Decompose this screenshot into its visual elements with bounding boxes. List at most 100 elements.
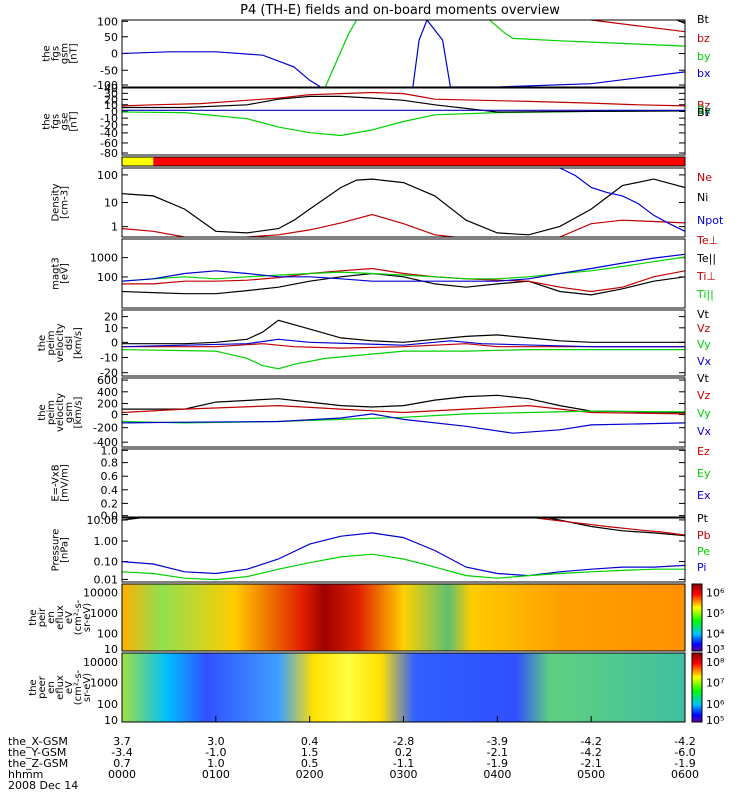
x-value: 0500: [577, 768, 605, 781]
legend-Te||: Te||: [696, 252, 716, 265]
y-tick-label: 400: [97, 386, 118, 399]
y-tick-label: 0.2: [101, 497, 119, 510]
colorbar: [691, 583, 703, 652]
y-tick-label: 50: [104, 31, 118, 44]
ylabel-line: (cm²-s-: [73, 599, 84, 635]
panel-7: E=-VxB[mV/m] 1.00.80.60.40.20.0 Ez Ey Ex: [51, 444, 711, 522]
series-line-Pe: [122, 553, 685, 581]
x-value: 1.0: [207, 757, 225, 770]
legend-Bx: Bx: [697, 104, 712, 117]
y-tick-label: 0.10: [94, 556, 119, 569]
panel-7-ylabel: E=-VxB[mV/m]: [51, 464, 71, 502]
panel-10: thepeerenefluxeV(cm²-s-sr-eV)10000100010…: [28, 652, 725, 727]
x-row-label-x-gsm: the_X-GSM: [8, 735, 68, 748]
ylabel-line: peir: [37, 607, 48, 627]
y-tick-label: 1.00: [94, 535, 119, 548]
panel-0-ylabel: thefgsgsm[nT]: [42, 43, 80, 64]
x-value: 0400: [483, 768, 511, 781]
ylabel-line: Density: [51, 183, 62, 221]
ylabel-line: [eV]: [60, 263, 71, 284]
series-line-Bz: [122, 91, 685, 107]
y-tick-label: 10000: [83, 656, 118, 669]
x-value: -3.4: [111, 746, 132, 759]
series-line-Vy: [122, 349, 685, 370]
x-row-label-hhmm: hhmm: [8, 768, 43, 781]
colorbar-label: 10⁶: [706, 587, 725, 600]
ylabel-line: [nT]: [69, 111, 80, 131]
legend-Npot: Npot: [697, 214, 724, 227]
y-tick-label: 10: [104, 197, 118, 210]
x-value: 0200: [296, 768, 324, 781]
ylabel-line: (cm²-s-: [73, 669, 84, 705]
series-line-Npot: [559, 168, 685, 232]
ylabel-line: [nT]: [69, 43, 80, 63]
series-line-Te||: [122, 272, 685, 296]
legend-Bt: Bt: [697, 13, 710, 26]
y-tick-label: -60: [100, 137, 118, 150]
x-value: -4.2: [674, 735, 695, 748]
legend-bz: bz: [697, 32, 710, 45]
legend-By: By: [697, 104, 712, 117]
x-value: -2.1: [580, 757, 601, 770]
x-value: -2.1: [487, 746, 508, 759]
colorbar: [691, 652, 703, 723]
x-value: -4.2: [580, 735, 601, 748]
x-value: 1.5: [301, 746, 319, 759]
y-tick-label: 1000: [90, 677, 118, 690]
ylabel-line: gsm: [64, 402, 75, 423]
legend-Pi: Pi: [697, 561, 706, 574]
panel-frame: [121, 87, 686, 156]
panel-frame: [121, 309, 686, 377]
ylabel-line: eflux: [55, 605, 66, 630]
ylabel-line: gsm: [60, 43, 71, 64]
ylabel-line: [km/s]: [73, 396, 84, 428]
legend-Ne: Ne: [697, 171, 712, 184]
series-line-Pb: [532, 518, 685, 536]
x-value: -1.0: [205, 746, 226, 759]
ylabel-line: velocity: [55, 323, 66, 362]
series-group: [122, 394, 685, 434]
x-value: -1.9: [674, 757, 695, 770]
y-tick-label: 10: [104, 322, 118, 335]
y-tick-label: 20: [104, 93, 118, 106]
x-value: 0.4: [301, 735, 319, 748]
y-tick-label: -40: [100, 127, 118, 140]
y-tick-label: 100: [97, 271, 118, 284]
colorbar-label: 10⁵: [706, 607, 724, 620]
panel-9: thepeirenefluxeV(cm²-s-sr-eV)10000100010…: [28, 583, 725, 656]
panels: thefgsgsm[nT]100500-50-100Btbzbybxthefgs…: [28, 13, 725, 727]
panel-6: thepeimvelocitygsm[km/s] 6004002000-200-4…: [37, 372, 712, 449]
y-tick-label: 0.01: [94, 573, 119, 586]
x-value: -4.2: [580, 746, 601, 759]
panel-4: magt3[eV] 1000 100 Te|| Ti⊥ Ti||: [51, 238, 716, 309]
legend-Pt: Pt: [697, 512, 709, 525]
figure-title: P4 (TH-E) fields and on-board moments ov…: [240, 3, 560, 18]
series-line-Ne: [122, 213, 685, 237]
colorbar-label: 10⁵: [706, 714, 724, 727]
ylabel-line: the: [28, 609, 39, 625]
heatmap-body: [122, 653, 685, 722]
y-tick-label: 0.6: [101, 470, 119, 483]
series-group: [122, 168, 685, 237]
panel-6-ylabel: thepeimvelocitygsm[km/s]: [37, 393, 84, 432]
panel-frame: [121, 156, 686, 167]
legend-Ti||: Ti||: [696, 288, 714, 301]
x-value: -3.9: [487, 735, 508, 748]
y-tick-label: -50: [100, 64, 118, 77]
series-group: [122, 253, 685, 296]
y-tick-label: -20: [100, 119, 118, 132]
x-value: 0000: [108, 768, 136, 781]
y-tick-label: 200: [97, 398, 118, 411]
ylabel-line: fgs: [51, 46, 62, 61]
ylabel-line: [km/s]: [73, 327, 84, 359]
ylabel-line: E=-VxB: [51, 464, 62, 501]
y-tick-label: 100: [97, 169, 118, 182]
x-value: 0600: [671, 768, 699, 781]
ylabel-line: gse: [60, 113, 71, 131]
y-tick-label: 0: [111, 409, 118, 422]
y-tick-label: -10: [100, 352, 118, 365]
y-tick-label: 10: [104, 643, 118, 656]
ylabel-line: peim: [46, 400, 57, 425]
y-tick-label: 1.0: [101, 444, 119, 457]
